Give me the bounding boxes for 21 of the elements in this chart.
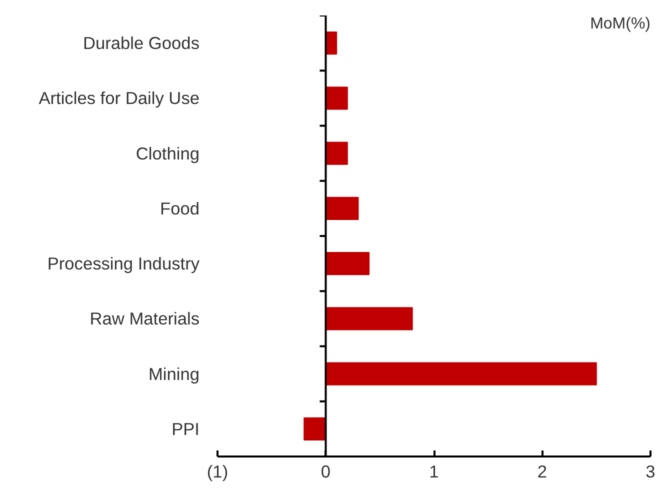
bar <box>325 196 359 220</box>
bar <box>325 362 597 386</box>
bar <box>325 142 348 165</box>
x-tick-label: 1 <box>429 462 439 482</box>
y-tick-label: Clothing <box>136 143 200 164</box>
y-tick-label: PPI <box>172 418 200 439</box>
x-tick-label: 3 <box>646 462 656 482</box>
bar <box>325 307 413 330</box>
y-tick-label: Raw Materials <box>90 308 200 329</box>
bar <box>325 86 348 110</box>
annotation: MoM(%) <box>590 16 650 32</box>
x-tick-label: 2 <box>537 462 548 482</box>
y-tick-label: Durable Goods <box>82 33 200 54</box>
y-tick-label: Processing Industry <box>47 254 200 274</box>
bar <box>325 252 370 276</box>
y-tick-label: Articles for Daily Use <box>38 88 200 108</box>
bar <box>304 417 326 440</box>
y-tick-label: Mining <box>148 364 200 384</box>
y-tick-label: Food <box>160 198 200 218</box>
x-tick-label: (1) <box>206 462 228 482</box>
x-tick-label: 0 <box>320 462 331 482</box>
